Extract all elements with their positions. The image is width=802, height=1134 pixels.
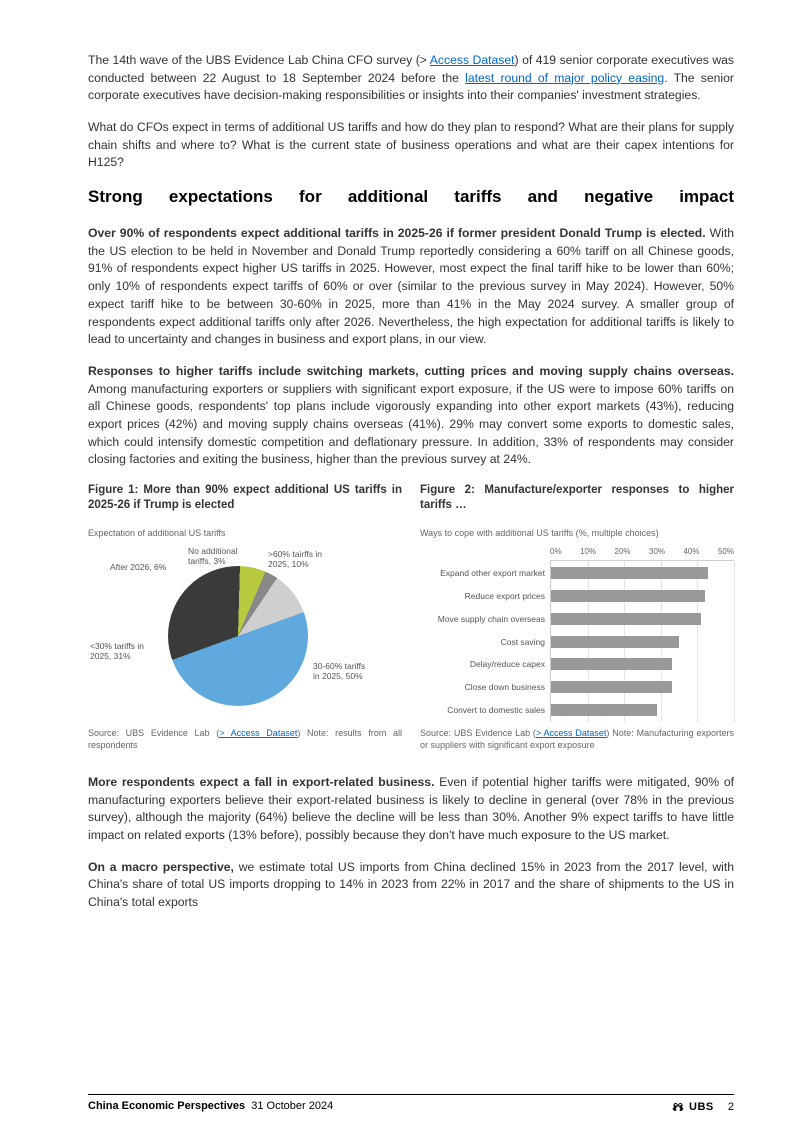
bar-row: Close down business xyxy=(551,679,734,695)
source-link-2[interactable]: > Access Dataset xyxy=(536,728,606,738)
bar xyxy=(551,704,657,716)
bar-row-label: Expand other export market xyxy=(421,565,551,581)
bar-row: Convert to domestic sales xyxy=(551,702,734,718)
pie-label: No additionaltariffs, 3% xyxy=(188,546,238,566)
tariff-expectation-para: Over 90% of respondents expect additiona… xyxy=(88,225,734,349)
figure-2: Figure 2: Manufacture/exporter responses… xyxy=(420,483,734,754)
pie-label: >60% tairffs in2025, 10% xyxy=(268,549,322,569)
figure-1-title: Figure 1: More than 90% expect additiona… xyxy=(88,483,402,517)
bar-row-label: Convert to domestic sales xyxy=(421,702,551,718)
bar-row: Reduce export prices xyxy=(551,588,734,604)
bar-row-label: Reduce export prices xyxy=(421,588,551,604)
intro-para-1: The 14th wave of the UBS Evidence Lab Ch… xyxy=(88,52,734,105)
bar xyxy=(551,681,672,693)
footer-left: China Economic Perspectives 31 October 2… xyxy=(88,1100,333,1114)
figure-1-source: Source: UBS Evidence Lab (> Access Datas… xyxy=(88,728,402,754)
bar-x-axis: 0%10%20%30%40%50% xyxy=(550,546,734,558)
bar-chart: Ways to cope with additional US tariffs … xyxy=(420,527,734,722)
bar xyxy=(551,636,679,648)
bar-row: Expand other export market xyxy=(551,565,734,581)
policy-easing-link[interactable]: latest round of major policy easing xyxy=(465,71,664,85)
intro-para-2: What do CFOs expect in terms of addition… xyxy=(88,119,734,172)
figure-2-title: Figure 2: Manufacture/exporter responses… xyxy=(420,483,734,517)
bar-row-label: Delay/reduce capex xyxy=(421,656,551,672)
bar-row-label: Cost saving xyxy=(421,634,551,650)
bar-row: Delay/reduce capex xyxy=(551,656,734,672)
figure-2-source: Source: UBS Evidence Lab (> Access Datas… xyxy=(420,728,734,754)
source-link-1[interactable]: > Access Dataset xyxy=(219,728,297,738)
page-footer: China Economic Perspectives 31 October 2… xyxy=(88,1094,734,1114)
ubs-keys-icon xyxy=(671,1100,685,1114)
tariff-response-para: Responses to higher tariffs include swit… xyxy=(88,363,734,469)
macro-perspective-para: On a macro perspective, we estimate tota… xyxy=(88,859,734,912)
pie-label: 30-60% tariffsin 2025, 50% xyxy=(313,661,365,681)
bar-row-label: Move supply chain overseas xyxy=(421,611,551,627)
bar-row: Move supply chain overseas xyxy=(551,611,734,627)
export-decline-para: More respondents expect a fall in export… xyxy=(88,774,734,845)
figure-1: Figure 1: More than 90% expect additiona… xyxy=(88,483,402,754)
section-title: Strong expectations for additional tarif… xyxy=(88,186,734,209)
bar-row-label: Close down business xyxy=(421,679,551,695)
bar xyxy=(551,567,708,579)
bar-plot: Expand other export market Reduce export … xyxy=(550,560,734,722)
bar xyxy=(551,590,705,602)
footer-right: UBS 2 xyxy=(671,1100,734,1114)
figures-row: Figure 1: More than 90% expect additiona… xyxy=(88,483,734,754)
bar xyxy=(551,658,672,670)
bar-row: Cost saving xyxy=(551,634,734,650)
figure-2-subtitle: Ways to cope with additional US tariffs … xyxy=(420,527,734,540)
pie-label: <30% tariffs in2025, 31% xyxy=(90,641,144,661)
figure-1-subtitle: Expectation of additional US tariffs xyxy=(88,527,402,540)
bar xyxy=(551,613,701,625)
pie-chart: Expectation of additional US tariffs 30-… xyxy=(88,527,402,722)
pie-label: After 2026, 6% xyxy=(110,562,166,572)
pie-graphic xyxy=(168,566,308,706)
access-dataset-link[interactable]: Access Dataset xyxy=(430,53,515,67)
